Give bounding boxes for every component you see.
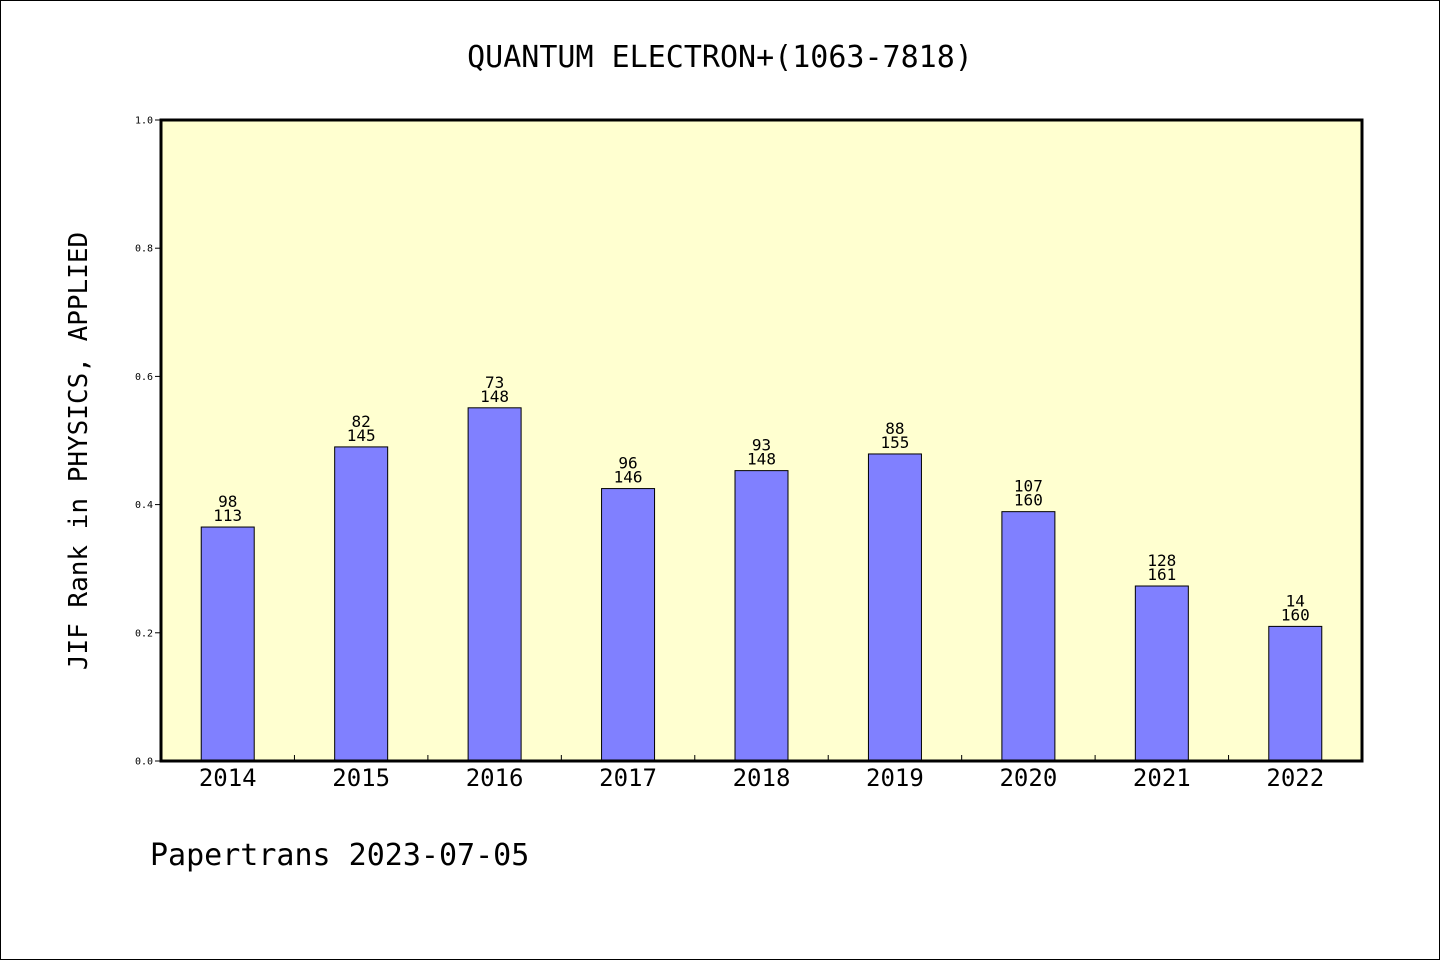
y-tick-label: 0.2 [135, 628, 153, 639]
x-tick-label: 2015 [332, 764, 390, 792]
x-tick-label: 2021 [1133, 764, 1191, 792]
bar [200, 526, 255, 762]
y-axis-label: JIF Rank in PHYSICS, APPLIED [64, 232, 94, 670]
bar [467, 407, 522, 762]
y-tick-label: 1.0 [135, 116, 153, 127]
footer-text: Papertrans 2023-07-05 [150, 838, 529, 873]
data-label-total: 161 [1147, 565, 1176, 584]
data-label-total: 146 [614, 468, 643, 487]
x-axis: 2014 2015 2016 2017 2018 2019 2020 2021 2022 [199, 755, 1324, 792]
y-tick-label: 0.6 [135, 372, 153, 383]
bar [734, 470, 789, 762]
data-label-rank: 88 [885, 419, 904, 438]
y-tick-label: 0.4 [135, 500, 153, 511]
x-tick-label: 2022 [1266, 764, 1324, 792]
data-label-rank: 98 [218, 492, 237, 511]
bar [867, 453, 922, 762]
bar [334, 446, 389, 762]
bar [1134, 585, 1189, 762]
x-tick-label: 2014 [199, 764, 257, 792]
bar [601, 488, 656, 762]
data-label-total: 155 [880, 433, 909, 452]
bar-series [200, 407, 1323, 762]
x-tick-label: 2019 [866, 764, 924, 792]
data-label-rank: 93 [752, 436, 771, 455]
x-tick-label: 2018 [733, 764, 791, 792]
data-label-rank: 107 [1014, 477, 1043, 496]
y-axis: 0.0 0.2 0.4 0.6 0.8 1.0 [135, 116, 161, 768]
data-label-rank: 14 [1286, 591, 1305, 610]
x-tick-label: 2020 [999, 764, 1057, 792]
bar [1001, 511, 1056, 762]
y-tick-label: 0.8 [135, 244, 153, 255]
chart-title: QUANTUM ELECTRON+(1063-7818) [467, 40, 973, 75]
data-label-total: 160 [1281, 605, 1310, 624]
data-label-total: 160 [1014, 491, 1043, 510]
data-label-total: 148 [747, 450, 776, 469]
data-label-rank: 82 [352, 412, 371, 431]
bar [1268, 625, 1323, 762]
x-tick-label: 2016 [466, 764, 524, 792]
data-label-rank: 128 [1147, 551, 1176, 570]
y-tick-label: 0.0 [135, 757, 153, 768]
plot-frame [159, 118, 1364, 763]
data-labels: 9811382145731489614693148881551071601281… [213, 373, 1309, 625]
data-label-rank: 73 [485, 373, 504, 392]
x-tick-label: 2017 [599, 764, 657, 792]
data-label-total: 113 [213, 506, 242, 525]
data-label-total: 145 [347, 426, 376, 445]
data-label-rank: 96 [618, 454, 637, 473]
data-label-total: 148 [480, 387, 509, 406]
